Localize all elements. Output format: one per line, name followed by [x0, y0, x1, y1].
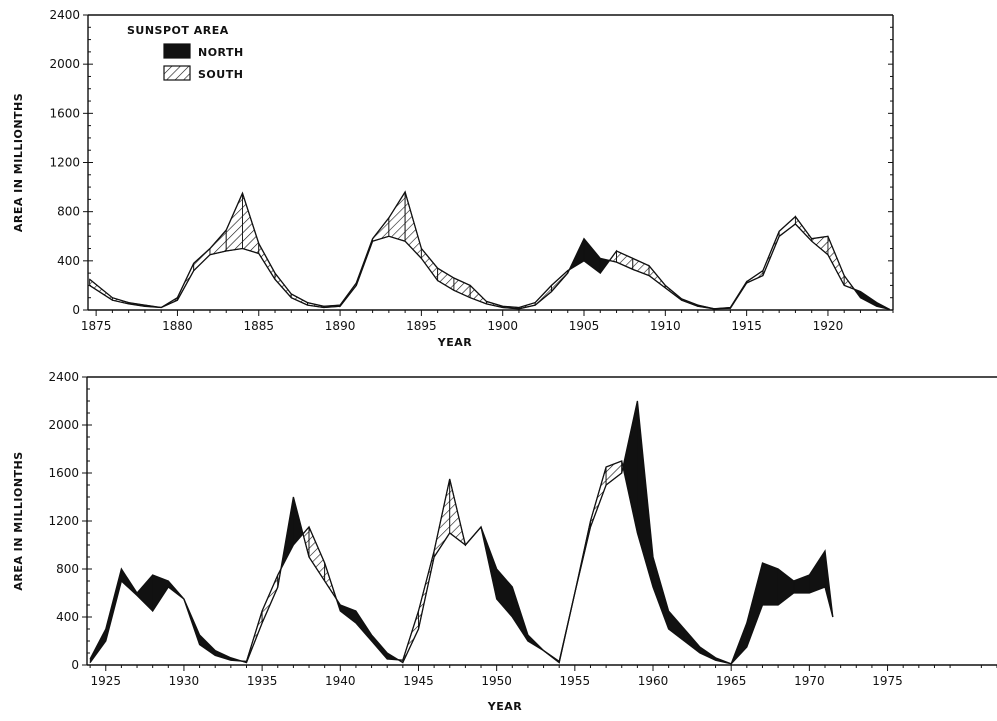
x-tick-label: 1960	[638, 674, 669, 688]
y-tick-label: 1200	[49, 156, 80, 170]
south-excess-band	[388, 190, 406, 242]
north-excess-band	[746, 562, 763, 648]
y-tick-label: 2000	[48, 418, 79, 432]
x-tick-label: 1920	[813, 319, 844, 333]
y-tick-label: 2400	[48, 370, 79, 384]
series-line-south	[89, 460, 834, 665]
y-tick-label: 400	[57, 254, 80, 268]
x-tick-label: 1950	[481, 674, 512, 688]
x-tick-label: 1975	[872, 674, 903, 688]
legend-label-south: SOUTH	[198, 68, 243, 81]
chart-panel-2: 0 400 800 1200 1600 2000 2400 1925 1930 1935 1940 1…	[12, 370, 997, 713]
south-excess-band	[308, 526, 326, 583]
x-tick-label: 1900	[487, 319, 518, 333]
x-tick-label: 1930	[169, 674, 200, 688]
y-tick-label: 400	[56, 610, 79, 624]
north-excess-band	[622, 400, 638, 534]
x-tick-label: 1940	[325, 674, 356, 688]
y-tick-label: 0	[72, 303, 80, 317]
legend-swatch-north	[163, 43, 191, 59]
x-tick-label: 1925	[90, 674, 121, 688]
x-axis-title: YEAR	[437, 336, 472, 349]
x-tick-label: 1955	[560, 674, 591, 688]
x-tick-label: 1890	[325, 319, 356, 333]
y-tick-label: 1600	[48, 466, 79, 480]
north-excess-band	[136, 574, 153, 612]
x-tick-label: 1885	[243, 319, 274, 333]
south-excess-band	[437, 267, 455, 292]
x-tick-label: 1905	[569, 319, 600, 333]
south-excess-band	[261, 574, 279, 624]
y-tick-label: 1600	[49, 106, 80, 120]
chart-panel-1: 0 400 800 1200 1600 2000 2400 1875 1880 1885 1890 1…	[12, 8, 894, 349]
y-tick-label: 2000	[49, 57, 80, 71]
south-excess-band	[193, 247, 211, 272]
y-tick-label: 1200	[48, 514, 79, 528]
x-tick-label: 1875	[81, 319, 112, 333]
south-excess-band	[616, 250, 634, 271]
y-tick-label: 2400	[49, 8, 80, 22]
series-line-north	[89, 223, 891, 310]
y-axis-title: AREA IN MILLIONTHS	[12, 451, 25, 590]
x-tick-label: 1965	[716, 674, 747, 688]
x-tick-label: 1895	[406, 319, 437, 333]
x-tick-label: 1880	[162, 319, 193, 333]
series-line-south	[89, 190, 890, 311]
x-tick-label: 1945	[403, 674, 434, 688]
x-tick-label: 1935	[247, 674, 278, 688]
legend-swatch-south	[163, 65, 191, 81]
x-tick-label: 1970	[794, 674, 825, 688]
south-excess-band	[225, 193, 243, 252]
y-tick-label: 800	[56, 562, 79, 576]
north-excess-band	[496, 568, 513, 618]
x-axis-title: YEAR	[487, 700, 522, 713]
y-tick-label: 800	[57, 205, 80, 219]
north-excess-band	[762, 562, 779, 606]
legend: SUNSPOT AREA NORTH SOUTH	[127, 24, 244, 81]
legend-title: SUNSPOT AREA	[127, 24, 229, 37]
y-tick-label: 0	[71, 658, 79, 672]
x-tick-label: 1915	[731, 319, 762, 333]
legend-label-north: NORTH	[198, 46, 244, 59]
y-axis-title: AREA IN MILLIONTHS	[12, 93, 25, 232]
x-tick-label: 1910	[650, 319, 681, 333]
